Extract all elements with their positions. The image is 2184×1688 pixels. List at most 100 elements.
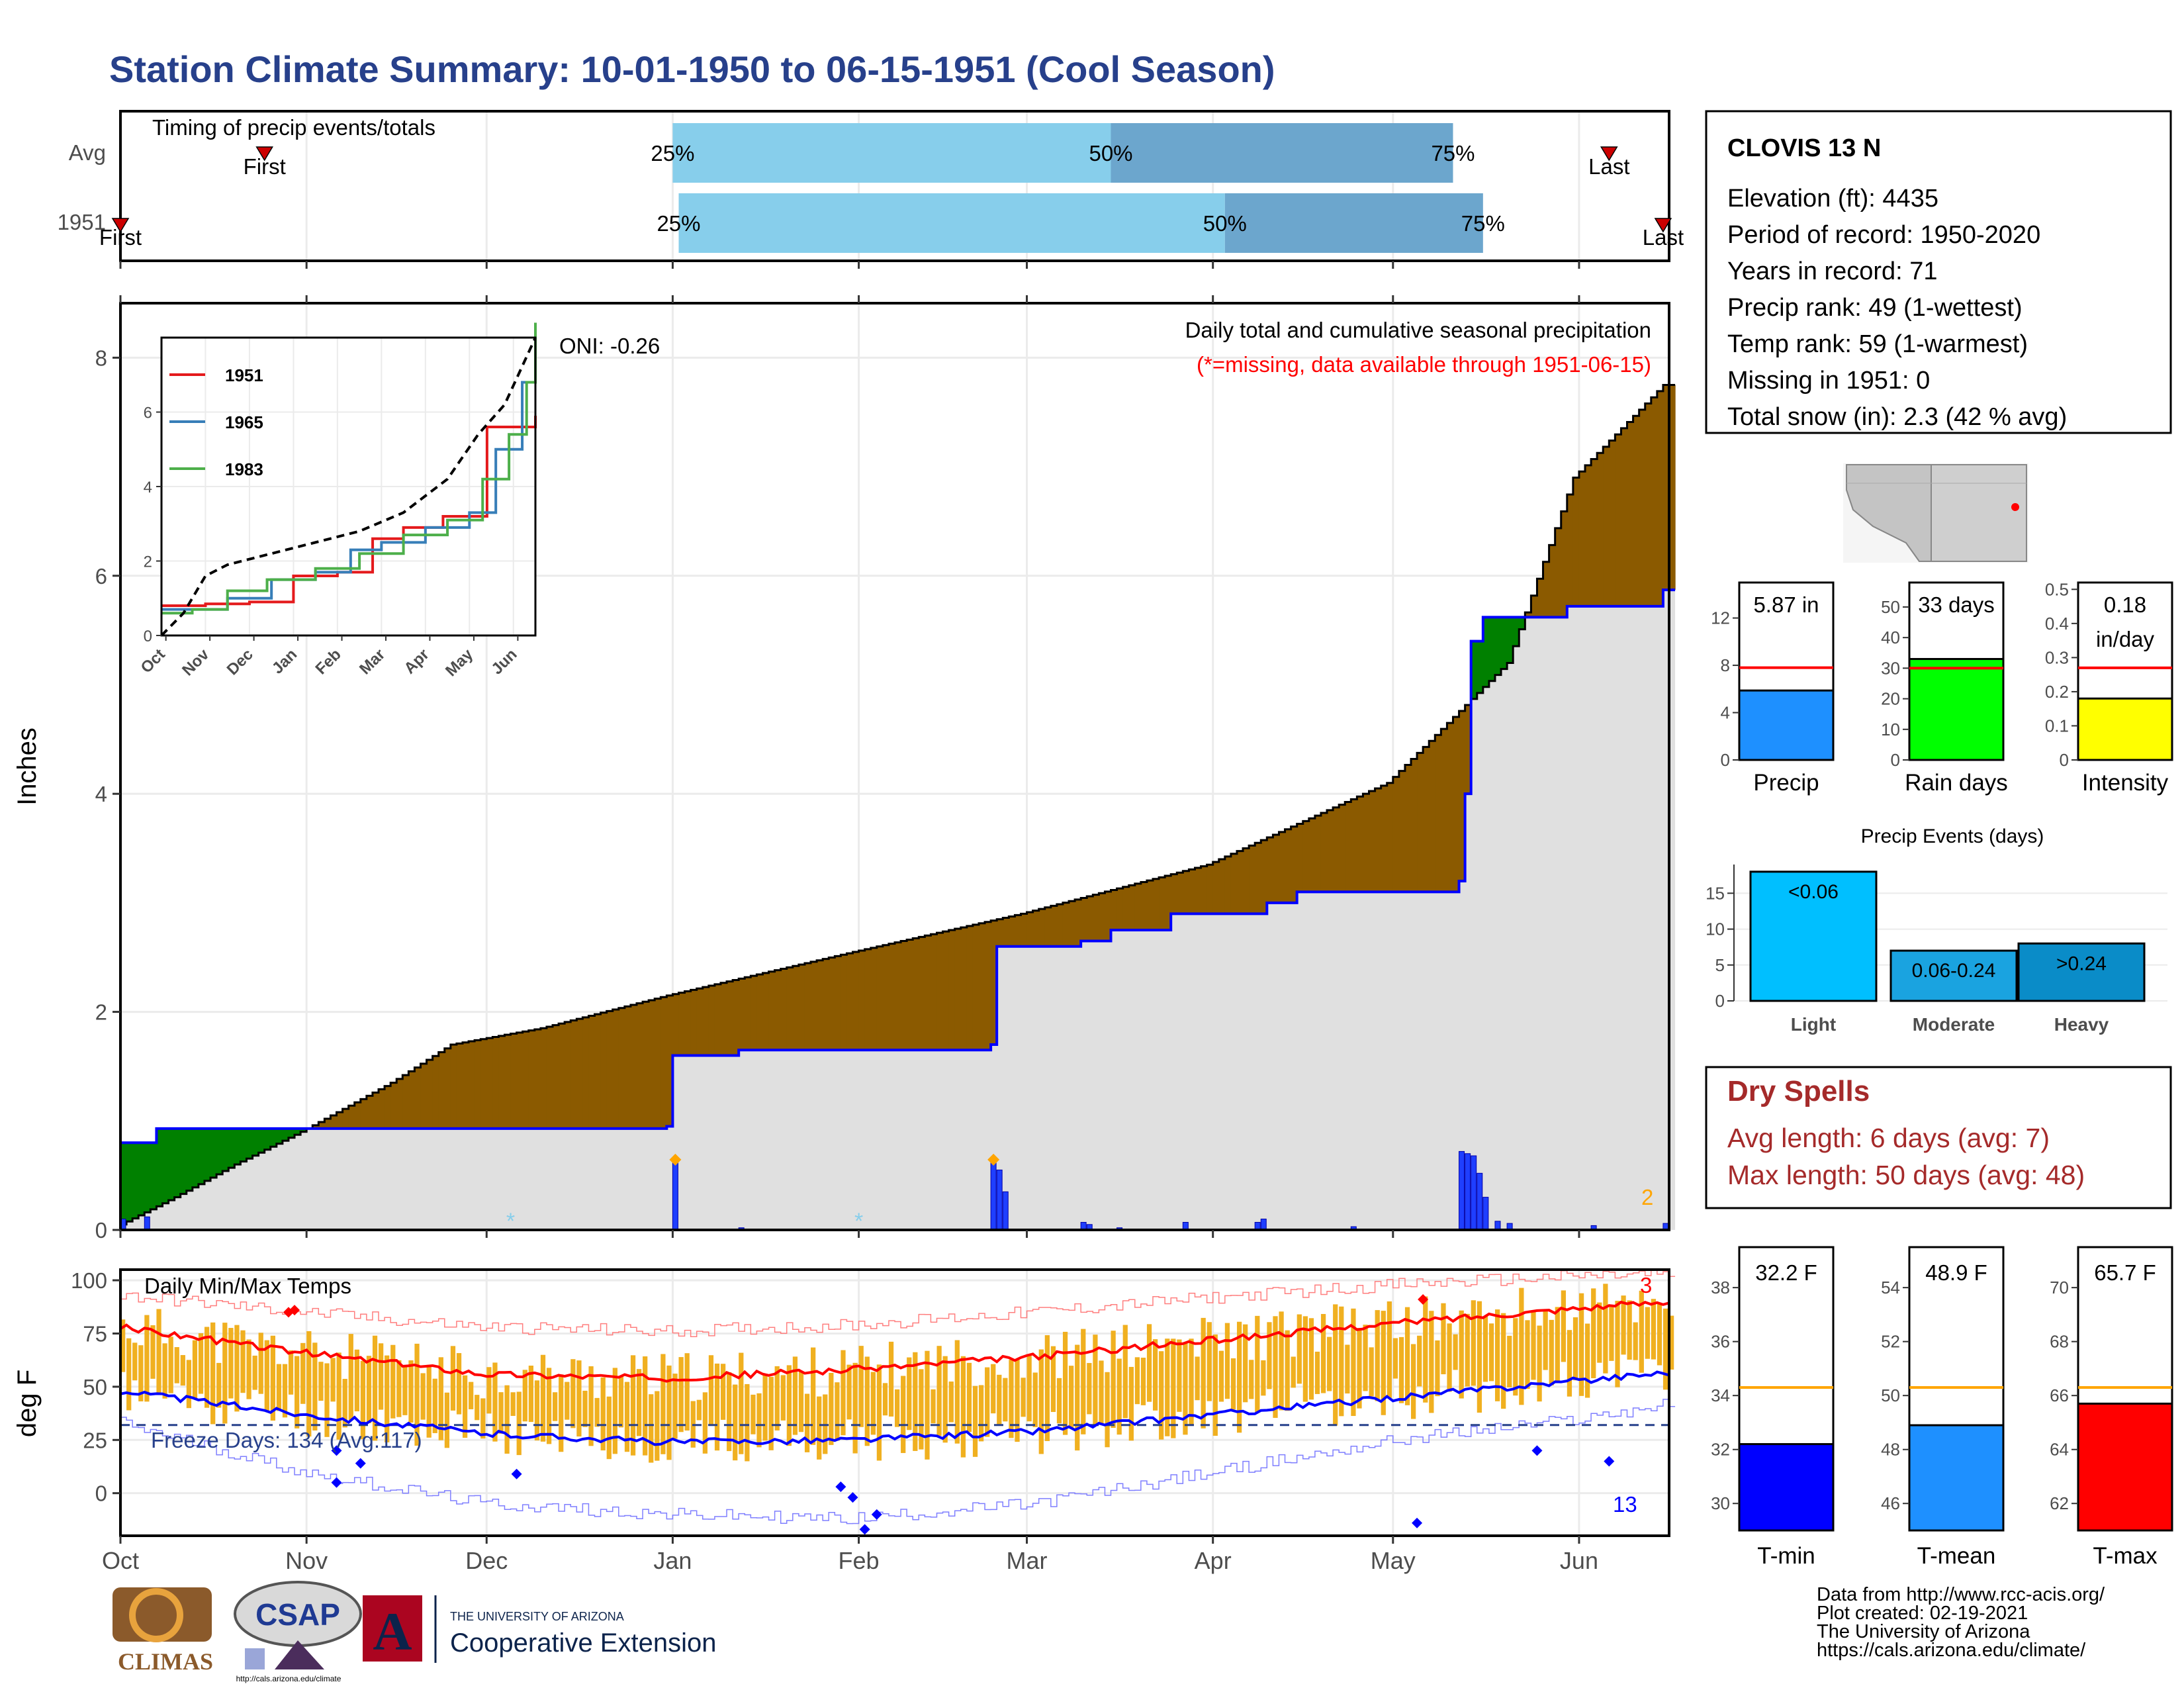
dry-spells-max: Max length: 50 days (avg: 48) — [1727, 1160, 2085, 1190]
daily-temp-bar — [606, 1396, 612, 1460]
ua-a-mark: A — [373, 1601, 412, 1662]
daily-temp-bar — [1429, 1311, 1434, 1413]
precip-deficit-step — [1159, 877, 1165, 931]
temp-summary-y-tick-label: 46 — [1881, 1493, 1900, 1513]
daily-temp-bar — [1165, 1338, 1170, 1436]
daily-temp-bar — [1273, 1316, 1278, 1418]
timing-last-label: Last — [1588, 154, 1629, 179]
timing-last-label: Last — [1643, 225, 1684, 250]
precip-deficit-step — [1056, 904, 1064, 947]
daily-temp-bar — [1116, 1358, 1122, 1435]
precip-deficit-step — [1189, 869, 1196, 914]
precip-deficit-step — [841, 955, 848, 1051]
daily-temp-bar — [1015, 1359, 1020, 1442]
daily-temp-bar — [1494, 1309, 1500, 1401]
precip-deficit-step — [1333, 807, 1340, 892]
obs-cumulative-line — [120, 588, 1676, 1145]
summary-value-text: 33 days — [1918, 592, 1995, 617]
station-line: Years in record: 71 — [1727, 258, 1938, 285]
precip-deficit-step — [1195, 868, 1202, 914]
station-line: Period of record: 1950-2020 — [1727, 221, 2040, 249]
daily-temp-bar — [846, 1364, 852, 1420]
precip-deficit-step — [649, 1000, 655, 1129]
missing-note: (*=missing, data available through 1951-… — [1197, 352, 1651, 377]
daily-temp-bar — [258, 1333, 263, 1394]
daily-temp-bar — [841, 1350, 846, 1436]
precip-deficit-step — [1285, 829, 1292, 903]
daily-temp-bar — [985, 1367, 990, 1437]
events-bar-moderate — [1889, 949, 2018, 1002]
precip-surplus-step — [156, 1128, 163, 1207]
precip-deficit-step — [1597, 453, 1604, 606]
daily-temp-bar — [1363, 1325, 1368, 1391]
precip-deficit-step — [1171, 874, 1177, 914]
temp-x-tick-label: May — [1371, 1547, 1416, 1574]
daily-temp-bar — [1081, 1329, 1086, 1434]
precip-deficit-step — [1555, 528, 1562, 618]
daily-temp-bar — [510, 1392, 516, 1416]
precip-deficit-step — [1398, 771, 1406, 892]
precip-deficit-step — [342, 1109, 349, 1129]
daily-temp-bar — [1062, 1331, 1068, 1435]
daily-temp-bar — [288, 1350, 294, 1395]
precip-surplus-step — [204, 1128, 211, 1181]
daily-temp-bar — [432, 1378, 437, 1433]
daily-temp-bar — [931, 1389, 936, 1424]
climas-logo: CLIMAS — [113, 1587, 213, 1675]
station-line: Total snow (in): 2.3 (42 % avg) — [1727, 403, 2067, 431]
precip-deficit-step — [1392, 776, 1400, 892]
precip-deficit-step — [936, 933, 944, 1051]
precip-deficit-step — [1417, 753, 1424, 892]
daily-temp-bar — [192, 1340, 198, 1399]
timing-pct-label: 75% — [1431, 141, 1475, 165]
precip-deficit-step — [1345, 802, 1351, 892]
daily-temp-bar — [553, 1392, 558, 1421]
events-y-tick-label: 5 — [1715, 955, 1725, 975]
daily-temp-bar — [1423, 1296, 1428, 1403]
precip-deficit-step — [925, 935, 932, 1051]
precip-surplus-step — [234, 1128, 241, 1165]
precip-y-tick-label: 8 — [95, 346, 107, 370]
daily-temp-bar — [480, 1398, 486, 1439]
temp-summary-y-tick-label: 38 — [1711, 1278, 1730, 1297]
daily-temp-bar — [870, 1372, 876, 1435]
daily-precip-bar — [1482, 1197, 1489, 1231]
precip-deficit-step — [931, 934, 938, 1051]
precip-deficit-step — [486, 1038, 493, 1129]
daily-temp-bar — [925, 1350, 930, 1460]
oni-label: ONI: -0.26 — [559, 334, 660, 358]
precip-deficit-step — [1128, 885, 1136, 931]
csap-logo-url: http://cals.arizona.edu/climate — [236, 1674, 341, 1683]
daily-temp-bar — [198, 1333, 204, 1394]
daily-temp-bar — [1633, 1322, 1638, 1360]
daily-temp-bar — [1621, 1295, 1626, 1355]
precip-deficit-step — [588, 1015, 596, 1129]
precip-base-area — [120, 590, 1676, 1230]
precip-surplus-step — [240, 1128, 248, 1162]
location-map — [1843, 463, 2028, 563]
inset-series-1983 — [161, 322, 537, 615]
precip-deficit-step — [516, 1032, 523, 1129]
precip-deficit-step — [1009, 916, 1015, 947]
daily-temp-bar — [792, 1356, 798, 1435]
daily-temp-bar — [438, 1357, 443, 1440]
daily-temp-bar — [546, 1368, 552, 1444]
record-max-line — [120, 1269, 1676, 1337]
summary-bar-rain-days — [1908, 658, 2005, 761]
precip-deficit-step — [811, 961, 817, 1051]
daily-temp-bar — [180, 1355, 185, 1386]
precip-deficit-step — [1387, 782, 1394, 892]
inset-series-Avg — [160, 337, 537, 637]
daily-temp-bar — [745, 1383, 750, 1462]
precip-title-right: Daily total and cumulative seasonal prec… — [1185, 318, 1651, 342]
precip-deficit-step — [846, 953, 854, 1051]
daily-temp-bar — [913, 1352, 918, 1451]
precip-deficit-step — [1314, 816, 1322, 892]
precip-deficit-step — [1633, 416, 1640, 606]
precip-deficit-step — [1543, 561, 1550, 618]
precip-deficit-step — [1249, 845, 1255, 914]
precip-deficit-step — [582, 1017, 590, 1129]
daily-temp-bar — [901, 1376, 906, 1454]
daily-temp-bar — [756, 1393, 762, 1448]
daily-precip-bar — [144, 1216, 150, 1231]
